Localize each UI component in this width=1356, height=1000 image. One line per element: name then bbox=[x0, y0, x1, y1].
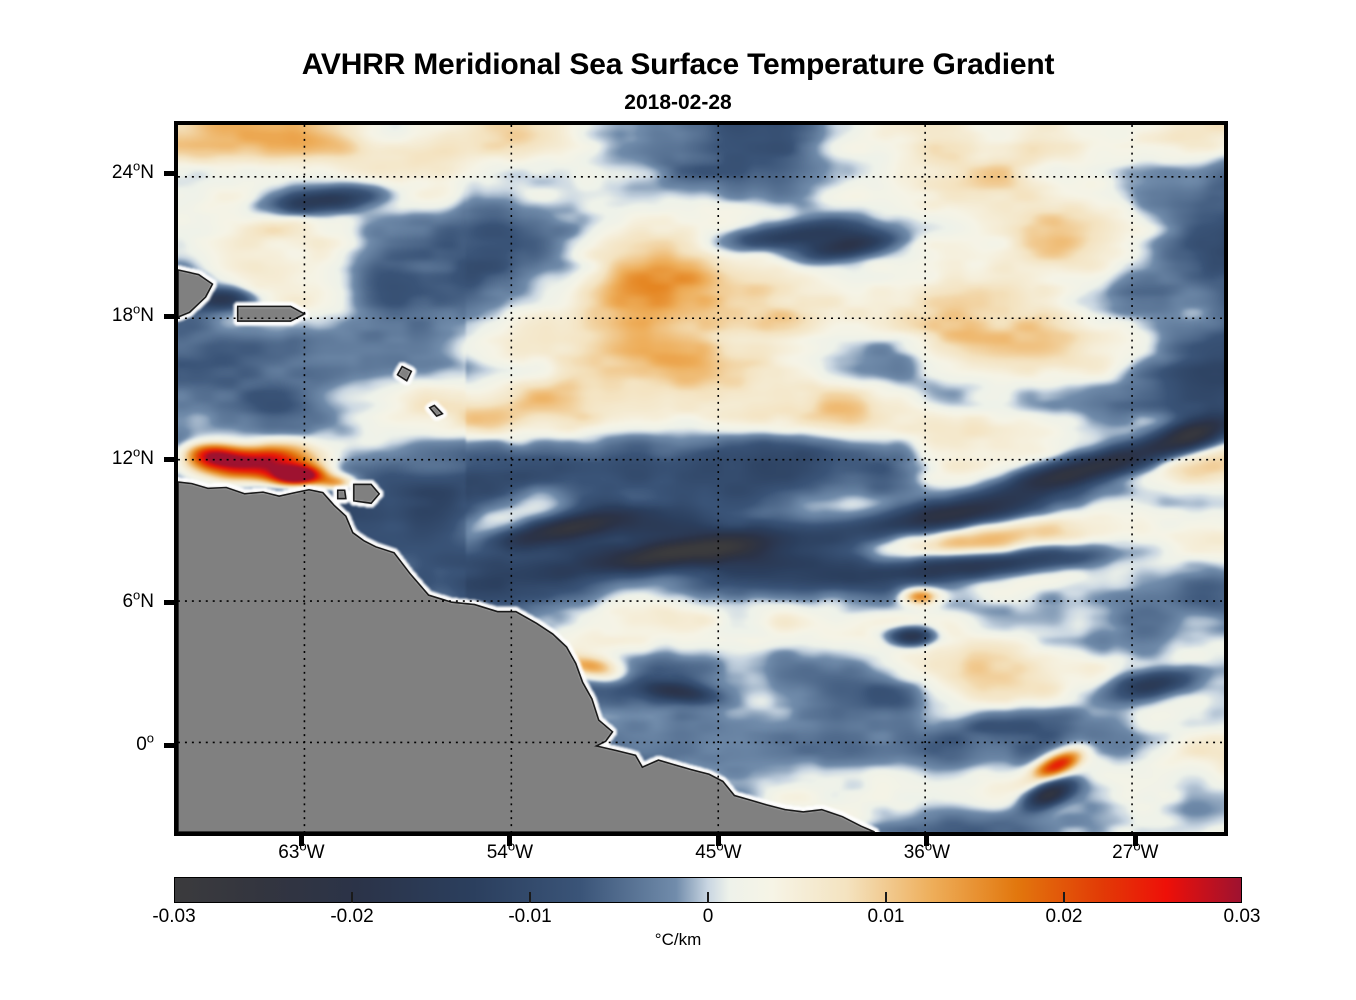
latitude-tick-label: 24oN bbox=[111, 159, 154, 184]
figure-title: AVHRR Meridional Sea Surface Temperature… bbox=[301, 48, 1055, 81]
colorbar-unit-label: °C/km bbox=[654, 930, 702, 949]
colorbar-tick-mark bbox=[707, 892, 709, 903]
latitude-tick-mark bbox=[164, 456, 176, 462]
latitude-tick-label: 0o bbox=[136, 731, 154, 756]
longitude-tick-mark bbox=[298, 834, 304, 846]
longitude-tick-label: 36oW bbox=[903, 838, 950, 863]
latitude-tick-mark bbox=[164, 599, 176, 605]
latitude-tick-label: 6oN bbox=[122, 588, 154, 613]
latitude-tick-mark bbox=[164, 742, 176, 748]
sst-gradient-heatmap bbox=[178, 125, 1224, 832]
colorbar-tick-label: 0.03 bbox=[1223, 906, 1261, 927]
latitude-tick-label: 18oN bbox=[111, 302, 154, 327]
longitude-tick-mark bbox=[507, 834, 513, 846]
colorbar-tick-mark bbox=[351, 892, 353, 903]
longitude-tick-label: 27oW bbox=[1112, 838, 1159, 863]
longitude-tick-label: 63oW bbox=[278, 838, 325, 863]
colorbar[interactable] bbox=[174, 877, 1242, 903]
latitude-tick-label: 12oN bbox=[111, 445, 154, 470]
colorbar-tick-mark bbox=[529, 892, 531, 903]
colorbar-tick-label: 0 bbox=[702, 906, 714, 927]
longitude-tick-mark bbox=[1132, 834, 1138, 846]
longitude-tick-label: 45oW bbox=[695, 838, 742, 863]
colorbar-tick-label: -0.03 bbox=[152, 906, 196, 927]
longitude-axis: 63oW 54oW 45oW 36oW 27oW bbox=[174, 838, 1228, 872]
latitude-tick-mark bbox=[164, 313, 176, 319]
colorbar-tick-label: 0.02 bbox=[1045, 906, 1083, 927]
map-axes[interactable] bbox=[174, 121, 1228, 836]
longitude-tick-mark bbox=[924, 834, 930, 846]
colorbar-tick-label: -0.01 bbox=[508, 906, 552, 927]
longitude-tick-label: 54oW bbox=[486, 838, 534, 863]
colorbar-tick-label: 0.01 bbox=[867, 906, 905, 927]
latitude-tick-mark bbox=[164, 170, 176, 176]
colorbar-tick-labels: -0.03 -0.02 -0.01 0 0.01 0.02 0.03 bbox=[152, 906, 1260, 932]
colorbar-tick-mark bbox=[1063, 892, 1065, 903]
latitude-axis: 24oN 18oN 12oN 6oN 0o bbox=[0, 121, 166, 836]
colorbar-tick-mark bbox=[885, 892, 887, 903]
longitude-tick-mark bbox=[715, 834, 721, 846]
colorbar-tick-label: -0.02 bbox=[330, 906, 374, 927]
figure-subtitle: 2018-02-28 bbox=[624, 91, 732, 114]
